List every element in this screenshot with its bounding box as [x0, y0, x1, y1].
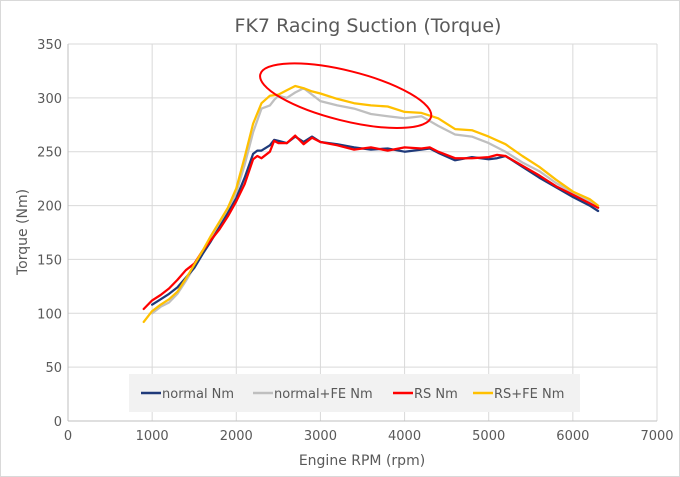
- x-tick-label: 4000: [388, 429, 421, 444]
- x-tick-labels: 0 1000 2000 3000 4000 5000 6000 7000: [64, 429, 674, 444]
- legend-entry: normal Nm: [141, 387, 234, 402]
- y-tick-label: 300: [37, 92, 62, 107]
- x-tick-label: 2000: [220, 429, 253, 444]
- legend-entry: RS+FE Nm: [473, 387, 564, 402]
- gridlines: [68, 43, 658, 421]
- legend-entry: normal+FE Nm: [253, 387, 373, 402]
- y-tick-label: 100: [37, 307, 62, 322]
- legend-entry: RS Nm: [393, 387, 458, 402]
- legend-box: [129, 374, 580, 412]
- x-tick-label: 7000: [640, 429, 673, 444]
- x-tick-label: 0: [64, 429, 72, 444]
- y-tick-label: 150: [37, 253, 62, 268]
- legend-label: normal+FE Nm: [274, 387, 373, 402]
- legend-label: RS+FE Nm: [494, 387, 564, 402]
- y-tick-label: 200: [37, 200, 62, 215]
- x-tick-label: 1000: [136, 429, 169, 444]
- x-tick-label: 5000: [472, 429, 505, 444]
- x-tick-label: 3000: [304, 429, 337, 444]
- x-axis-label: Engine RPM (rpm): [299, 453, 425, 469]
- highlight-ellipse: [259, 62, 433, 129]
- axes: [67, 44, 657, 422]
- y-tick-label: 250: [37, 146, 62, 161]
- series-line-normal-fe-nm: [150, 87, 600, 315]
- series-line-rs-fe-nm: [142, 84, 600, 324]
- y-tick-labels: 0 50 100 150 200 250 300 350: [37, 38, 62, 430]
- y-tick-label: 0: [54, 415, 62, 430]
- legend: normal Nm normal+FE Nm RS Nm RS+FE Nm: [129, 374, 580, 412]
- legend-label: normal Nm: [162, 387, 234, 402]
- y-tick-label: 350: [37, 38, 62, 53]
- legend-label: RS Nm: [414, 387, 458, 402]
- x-tick-label: 6000: [556, 429, 589, 444]
- y-axis-label: Torque (Nm): [15, 189, 31, 276]
- y-tick-label: 50: [45, 361, 62, 376]
- chart-title: FK7 Racing Suction (Torque): [235, 15, 502, 37]
- series-lines: [142, 84, 600, 324]
